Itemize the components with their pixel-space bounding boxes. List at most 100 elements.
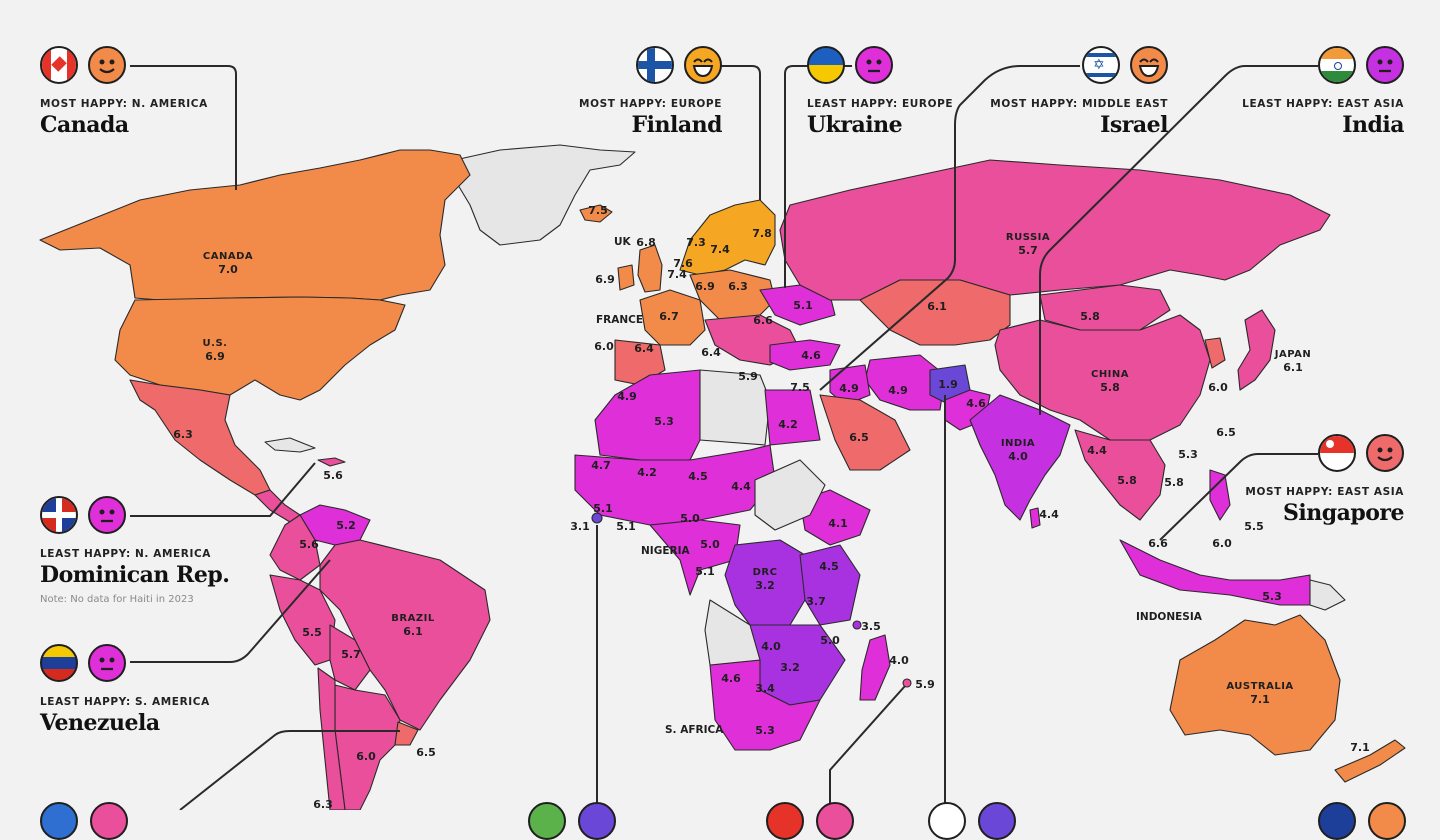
grinning-face-icon <box>684 46 722 84</box>
iceland-shape <box>579 204 613 223</box>
label-value: 4.0 <box>1008 450 1028 463</box>
venezuela-leader <box>130 559 331 663</box>
callout-tag: LEAST HAPPY: S. AMERICA <box>40 696 210 708</box>
label-name: BRAZIL <box>391 613 435 624</box>
value-venezuela: 5.2 <box>336 519 356 532</box>
neutral-face-icon <box>88 496 126 534</box>
singapore-flag-icon <box>1318 434 1356 472</box>
philippines-shape <box>1209 469 1231 521</box>
callout-country-name: Canada <box>40 112 129 138</box>
value-turkey: 4.6 <box>801 349 821 362</box>
value-mozambique: 5.0 <box>820 634 840 647</box>
label-value: 5.7 <box>1018 244 1038 257</box>
value-netherlands: 7.4 <box>667 268 687 281</box>
label-canada: CANADA 7.0 <box>203 250 253 276</box>
value-cameroon: 5.0 <box>700 538 720 551</box>
cuba-shape <box>264 437 316 453</box>
value-philippines: 5.5 <box>1244 520 1264 533</box>
label-brazil: BRAZIL 6.1 <box>391 612 434 638</box>
bottom-face-icon <box>1368 802 1406 840</box>
callout-tag: MOST HAPPY: EUROPE <box>579 98 722 110</box>
callout-venezuela: LEAST HAPPY: S. AMERICA Venezuela <box>40 644 210 736</box>
egypt-shape <box>764 389 821 446</box>
canada-shape <box>39 149 471 301</box>
israel-leader <box>819 65 1080 391</box>
neutral-face-icon <box>88 644 126 682</box>
value-thailand: 5.8 <box>1117 474 1137 487</box>
label-name: RUSSIA <box>1005 232 1051 243</box>
label-value: 7.0 <box>218 263 238 276</box>
value-png-indonesia: 5.3 <box>1262 590 1282 603</box>
singapore-leader <box>1159 453 1318 541</box>
value-zambia: 4.0 <box>761 640 781 653</box>
france-shape <box>639 289 706 346</box>
value-sudan: 4.4 <box>731 480 751 493</box>
saudi-shape <box>819 394 911 471</box>
value-nigeria: 5.0 <box>680 512 700 525</box>
bottom-face-icon <box>816 802 854 840</box>
label-value: 5.8 <box>1100 381 1120 394</box>
value-zimbabwe: 3.2 <box>780 661 800 674</box>
value-hong-kong: 5.3 <box>1178 448 1198 461</box>
callout-india: LEAST HAPPY: EAST ASIA India <box>1242 46 1404 138</box>
value-sweden: 7.4 <box>710 243 730 256</box>
value-niger: 4.2 <box>637 466 657 479</box>
grinning-face-icon <box>1130 46 1168 84</box>
venezuela-flag-icon <box>40 644 78 682</box>
finland-flag-icon <box>636 46 674 84</box>
label-value: 6.1 <box>403 625 423 638</box>
label-russia: RUSSIA 5.7 <box>1006 231 1050 257</box>
new-zealand-shape <box>1334 739 1406 783</box>
value-new-zealand: 7.1 <box>1350 741 1370 754</box>
label-france-name: FRANCE <box>596 314 644 326</box>
value-pakistan: 4.6 <box>966 397 986 410</box>
value-france: 6.7 <box>659 310 679 323</box>
korea-shape <box>1204 337 1226 369</box>
world-map <box>39 65 1406 810</box>
value-argentina: 6.0 <box>356 750 376 763</box>
value-uk: 6.8 <box>636 236 656 249</box>
bottom-flag-icon <box>1318 802 1356 840</box>
bottom-flag-icon <box>766 802 804 840</box>
callout-tag: MOST HAPPY: EAST ASIA <box>1245 486 1404 498</box>
label-s-africa-name: S. AFRICA <box>665 724 724 736</box>
value-senegal: 5.1 <box>593 502 613 515</box>
value-uruguay: 6.5 <box>416 746 436 759</box>
ukraine-flag-icon <box>807 46 845 84</box>
australia-shape <box>1169 614 1341 756</box>
callout-country-name: Singapore <box>1282 500 1405 526</box>
callout-canada: MOST HAPPY: N. AMERICA Canada <box>40 46 208 138</box>
angola-shape <box>704 599 761 666</box>
india-shape <box>969 394 1071 521</box>
value-mali: 4.7 <box>591 459 611 472</box>
uruguay-shape <box>394 721 419 746</box>
label-name: U.S. <box>202 338 228 349</box>
callout-ukraine: LEAST HAPPY: EUROPE Ukraine <box>807 46 953 138</box>
value-vietnam: 5.8 <box>1164 476 1184 489</box>
label-drc: DRC 3.2 <box>753 566 778 592</box>
callout-tag: LEAST HAPPY: EAST ASIA <box>1242 98 1404 110</box>
callout-tag: MOST HAPPY: MIDDLE EAST <box>990 98 1168 110</box>
comoros-dot <box>852 620 862 630</box>
label-value: 3.2 <box>755 579 775 592</box>
value-malaysia: 6.0 <box>1212 537 1232 550</box>
east-africa-shape <box>799 544 861 626</box>
se-asia-shape <box>1074 429 1166 521</box>
smiling-face-icon <box>88 46 126 84</box>
label-name: AUSTRALIA <box>1226 681 1294 692</box>
bottom-face-icon <box>578 802 616 840</box>
value-madagascar: 4.0 <box>889 654 909 667</box>
value-mauritius: 5.9 <box>915 678 935 691</box>
label-china: CHINA 5.8 <box>1091 368 1129 394</box>
data-note: Note: No data for Haiti in 2023 <box>40 594 194 605</box>
mauritius-dot <box>902 678 912 688</box>
value-singapore: 6.6 <box>1148 537 1168 550</box>
callout-tag: LEAST HAPPY: N. AMERICA <box>40 548 212 560</box>
value-afghanistan: 1.9 <box>938 378 958 391</box>
sri-lanka-shape <box>1029 507 1041 529</box>
uk-shape <box>637 244 663 293</box>
value-gabon: 5.1 <box>695 565 715 578</box>
value-algeria-morocco: 4.9 <box>617 390 637 403</box>
value-dominican: 5.6 <box>323 469 343 482</box>
callout-tag: LEAST HAPPY: EUROPE <box>807 98 954 110</box>
